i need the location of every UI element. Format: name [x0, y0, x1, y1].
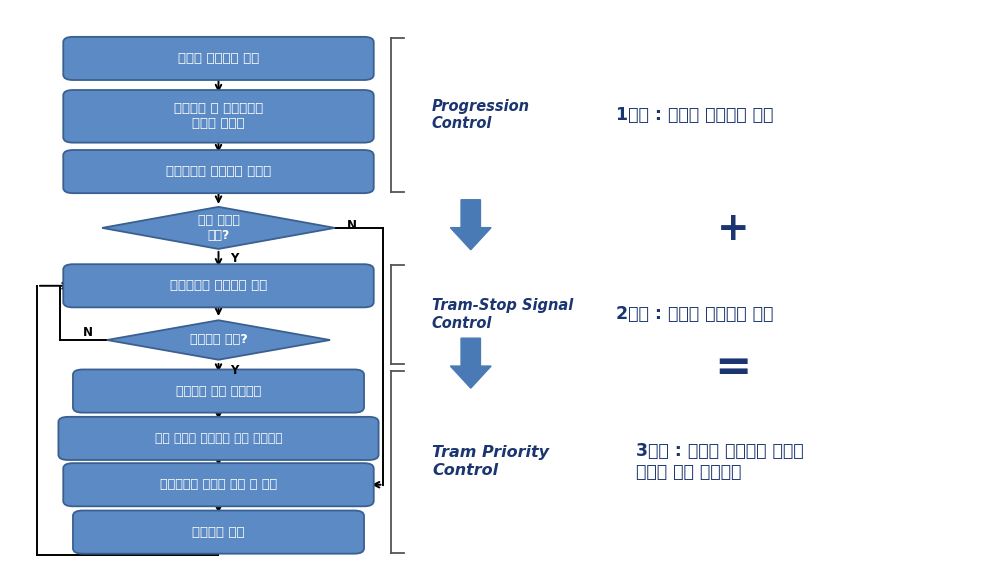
Text: Tram-Stop Signal
Control: Tram-Stop Signal Control	[432, 298, 573, 331]
Polygon shape	[107, 320, 330, 360]
Text: Y: Y	[230, 252, 239, 264]
FancyBboxPatch shape	[63, 150, 374, 193]
Text: 교차로 제어단위 선정: 교차로 제어단위 선정	[178, 52, 259, 65]
Text: 트램차량의 정류장 대기 및 출발: 트램차량의 정류장 대기 및 출발	[160, 478, 277, 491]
FancyBboxPatch shape	[73, 369, 364, 412]
FancyBboxPatch shape	[58, 417, 378, 460]
Text: 우선신호 종료: 우선신호 종료	[192, 525, 245, 539]
Text: N: N	[83, 325, 93, 339]
Text: Tram Priority
Control: Tram Priority Control	[432, 445, 548, 478]
FancyBboxPatch shape	[63, 463, 374, 506]
Text: 1단계 : 고정식 우선신호 제어: 1단계 : 고정식 우선신호 제어	[616, 106, 773, 124]
Text: 트램 연동폭
확보?: 트램 연동폭 확보?	[198, 214, 240, 242]
FancyBboxPatch shape	[63, 264, 374, 307]
Text: =: =	[714, 346, 751, 389]
Text: 트램차량의 운행정보 수집: 트램차량의 운행정보 수집	[170, 280, 267, 292]
Text: 3단계 : 능동식 우선신호 제어를
포함한 통합 신호제어: 3단계 : 능동식 우선신호 제어를 포함한 통합 신호제어	[636, 442, 803, 481]
FancyBboxPatch shape	[73, 510, 364, 554]
FancyArrow shape	[450, 338, 491, 388]
Polygon shape	[102, 207, 335, 249]
Text: N: N	[346, 219, 356, 232]
FancyBboxPatch shape	[63, 90, 374, 143]
Text: 트램 정류장 정차시간 제어 알고리즘: 트램 정류장 정차시간 제어 알고리즘	[154, 432, 282, 445]
Text: 우선신호 필요?: 우선신호 필요?	[190, 334, 248, 346]
Text: 일반차량의 신호시간 최적화: 일반차량의 신호시간 최적화	[166, 165, 271, 178]
Text: Y: Y	[230, 364, 239, 376]
Text: +: +	[717, 210, 749, 248]
FancyArrow shape	[450, 200, 491, 250]
Text: 2단계 : 정류장 정차시간 제어: 2단계 : 정류장 정차시간 제어	[616, 306, 773, 324]
FancyBboxPatch shape	[63, 37, 374, 80]
Text: 제어단위 별 트램차량의
연등폭 최적화: 제어단위 별 트램차량의 연등폭 최적화	[174, 102, 263, 130]
Text: 우선신호 제어 알고리즘: 우선신호 제어 알고리즘	[176, 385, 261, 397]
Text: Progression
Control: Progression Control	[432, 99, 530, 131]
